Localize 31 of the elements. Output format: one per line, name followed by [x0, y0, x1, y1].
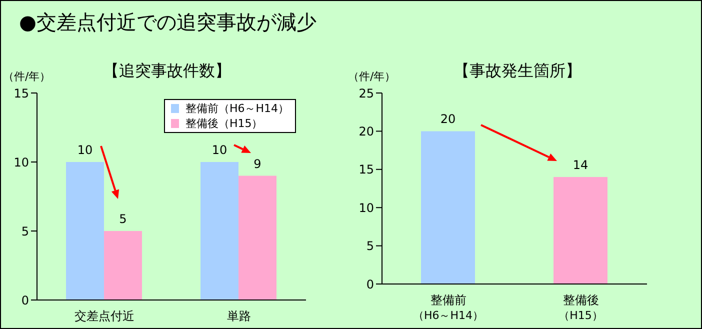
data-label: 14	[572, 158, 588, 172]
x-tick-label: 交差点付近	[74, 309, 134, 323]
y-axis-title: （件/年）	[348, 69, 396, 84]
chart-subtitle: 【追突事故件数】	[103, 61, 231, 80]
y-tick-label: 15	[14, 86, 29, 100]
legend-label: 整備前（H6～H14）	[184, 101, 289, 116]
x-tick-label: 整備前（H6～H14）	[412, 293, 484, 322]
y-tick-label: 0	[21, 293, 29, 308]
y-tick-label: 20	[358, 124, 374, 138]
bar	[104, 231, 142, 300]
y-tick-label: 10	[358, 200, 374, 215]
bar	[200, 162, 238, 300]
x-tick-label: 整備後（H15）	[558, 293, 603, 322]
y-tick-label: 15	[358, 162, 374, 177]
data-label: 9	[254, 156, 262, 171]
data-label: 10	[212, 143, 228, 157]
bar	[66, 162, 104, 300]
chart-title: ●交差点付近での追突事故が減少	[19, 9, 316, 36]
y-tick-label: 25	[358, 86, 374, 100]
chart-subtitle: 【事故発生箇所】	[454, 61, 582, 80]
legend-label: 整備後（H15）	[184, 116, 264, 131]
bar	[238, 176, 276, 300]
y-tick-label: 5	[21, 224, 29, 238]
y-tick-label: 10	[14, 155, 29, 170]
y-tick-label: 0	[366, 277, 374, 292]
data-label: 5	[119, 212, 127, 226]
x-tick-label: 単路	[226, 309, 251, 323]
y-axis-title: （件/年）	[3, 69, 51, 84]
y-tick-label: 5	[366, 239, 374, 254]
data-label: 20	[440, 112, 456, 126]
data-label: 10	[77, 143, 93, 157]
